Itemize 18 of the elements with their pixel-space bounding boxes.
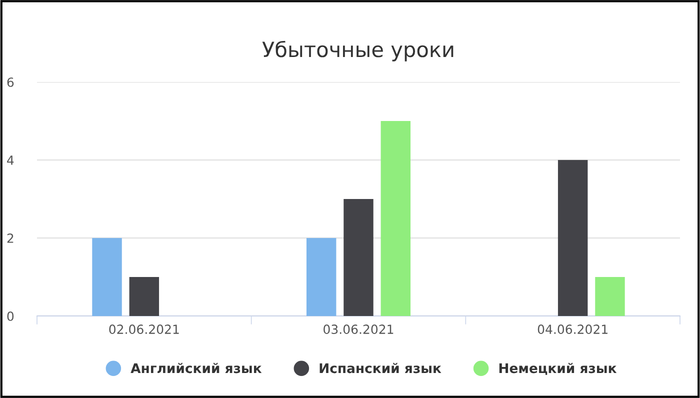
bar	[344, 199, 374, 316]
bar	[595, 277, 625, 316]
bar	[380, 121, 411, 316]
y-tick-label: 2	[7, 233, 14, 243]
y-tick-label: 6	[7, 77, 14, 87]
x-tick-label: 03.06.2021	[324, 324, 394, 334]
bar	[92, 238, 122, 316]
bar	[306, 238, 336, 316]
y-tick-label: 0	[7, 311, 14, 321]
bar	[129, 277, 160, 316]
x-tick-label: 02.06.2021	[109, 324, 179, 334]
x-tick-label: 04.06.2021	[538, 324, 608, 334]
bar	[558, 160, 588, 316]
y-tick-label: 4	[7, 156, 14, 165]
legend-label: Немецкий язык	[499, 362, 617, 375]
legend-label: Английский язык	[130, 362, 262, 374]
chart-title: Убыточные уроки	[262, 40, 454, 62]
legend-label: Испанский язык	[320, 362, 442, 374]
